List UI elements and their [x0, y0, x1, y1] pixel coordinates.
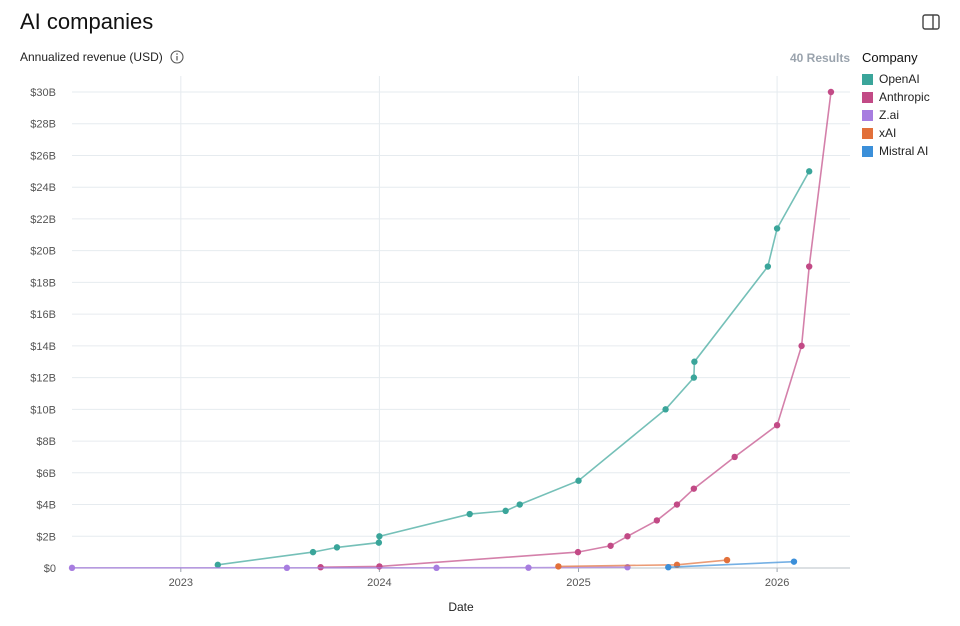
- legend-swatch: [862, 145, 873, 157]
- legend-label: OpenAI: [879, 72, 920, 86]
- y-tick-label: $12B: [30, 373, 56, 385]
- y-tick-label: $26B: [30, 150, 56, 162]
- data-point-xai: [723, 556, 731, 564]
- legend-swatch: [862, 91, 873, 103]
- data-point-openai: [375, 539, 383, 546]
- legend-label: Anthropic: [879, 90, 930, 104]
- y-tick-label: $10B: [30, 404, 56, 416]
- legend-item-xai[interactable]: xAI: [862, 124, 930, 142]
- data-point-anthropic: [827, 88, 835, 96]
- data-point-z-ai: [283, 564, 291, 572]
- data-point-anthropic: [773, 422, 781, 429]
- x-axis-title: Date: [448, 600, 474, 614]
- x-tick-label: 2026: [765, 577, 789, 589]
- data-point-openai: [309, 548, 317, 556]
- metric-row: Annualized revenue (USD): [20, 50, 184, 64]
- data-point-openai: [575, 477, 582, 484]
- legend-item-anthropic[interactable]: Anthropic: [862, 88, 930, 106]
- data-point-anthropic: [805, 263, 813, 270]
- y-tick-label: $8B: [36, 436, 56, 448]
- x-tick-label: 2023: [169, 577, 193, 589]
- legend-title: Company: [862, 50, 918, 65]
- data-point-mistral-ai: [665, 564, 672, 571]
- data-point-openai: [691, 358, 698, 365]
- y-tick-label: $22B: [30, 214, 56, 226]
- y-tick-label: $6B: [36, 468, 56, 480]
- y-tick-label: $24B: [30, 182, 56, 194]
- y-tick-label: $30B: [30, 87, 56, 99]
- data-point-z-ai: [433, 564, 440, 572]
- legend: Company OpenAI Anthropic Z.ai xAI Mistral AI: [862, 50, 930, 160]
- data-point-anthropic: [690, 485, 698, 492]
- y-tick-label: $14B: [30, 341, 56, 353]
- data-point-openai: [805, 168, 813, 175]
- legend-item-z-ai[interactable]: Z.ai: [862, 106, 930, 124]
- y-tick-label: $0: [44, 563, 56, 575]
- y-tick-label: $2B: [36, 531, 56, 543]
- legend-label: Mistral AI: [879, 144, 929, 158]
- legend-item-openai[interactable]: OpenAI: [862, 70, 930, 88]
- results-count: 40 Results: [789, 51, 850, 65]
- legend-swatch: [862, 127, 873, 139]
- data-point-openai: [214, 561, 222, 569]
- series-line-openai: [217, 170, 810, 566]
- y-tick-label: $4B: [36, 500, 56, 512]
- sidebar-panel-icon[interactable]: [922, 14, 940, 30]
- x-tick-label: 2024: [367, 577, 391, 589]
- data-point-z-ai: [525, 564, 532, 571]
- data-point-mistral-ai: [790, 558, 798, 565]
- data-point-openai: [773, 225, 781, 232]
- data-point-z-ai: [68, 564, 76, 572]
- data-point-anthropic: [798, 342, 805, 350]
- data-point-anthropic: [574, 548, 582, 556]
- data-point-openai: [333, 544, 341, 551]
- y-tick-label: $28B: [30, 119, 56, 131]
- legend-swatch: [862, 73, 873, 85]
- data-point-openai: [662, 406, 669, 413]
- page-title: AI companies: [20, 9, 154, 34]
- series-line-mistral-ai: [668, 560, 795, 568]
- data-point-openai: [764, 263, 772, 270]
- data-point-xai: [555, 563, 562, 570]
- legend-swatch: [862, 109, 873, 121]
- data-point-openai: [502, 507, 509, 515]
- data-point-anthropic: [376, 563, 383, 570]
- info-icon[interactable]: [170, 50, 184, 64]
- data-point-anthropic: [624, 533, 631, 540]
- data-point-openai: [690, 374, 698, 381]
- data-point-anthropic: [607, 542, 614, 549]
- y-tick-label: $16B: [30, 309, 56, 321]
- series-line-anthropic: [320, 91, 832, 568]
- data-point-anthropic: [673, 501, 681, 508]
- data-point-openai: [376, 533, 383, 540]
- data-point-openai: [466, 510, 473, 518]
- legend-label: Z.ai: [879, 108, 900, 122]
- y-tick-label: $20B: [30, 246, 56, 258]
- metric-label: Annualized revenue (USD): [20, 50, 163, 64]
- data-point-openai: [516, 501, 523, 508]
- x-tick-label: 2025: [566, 577, 590, 589]
- data-point-anthropic: [731, 453, 738, 461]
- data-point-anthropic: [653, 517, 661, 524]
- series-line-z-ai: [72, 566, 628, 569]
- legend-item-mistral-ai[interactable]: Mistral AI: [862, 142, 930, 160]
- legend-label: xAI: [879, 126, 897, 140]
- y-tick-label: $18B: [30, 277, 56, 289]
